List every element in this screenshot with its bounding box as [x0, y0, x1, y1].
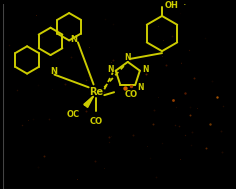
Point [221, 105, 225, 108]
Point [190, 144, 193, 147]
Text: N: N [143, 65, 149, 74]
Point [204, 147, 207, 150]
Point [128, 59, 132, 62]
Point [84, 79, 88, 82]
Point [42, 154, 46, 157]
Point [164, 64, 168, 67]
Text: OC: OC [67, 110, 80, 119]
Text: CO: CO [90, 117, 103, 126]
Point [219, 129, 223, 132]
Point [91, 86, 95, 89]
Point [195, 107, 199, 110]
Point [156, 24, 160, 27]
Point [160, 142, 164, 145]
Point [40, 36, 43, 39]
Point [152, 109, 156, 112]
Point [102, 167, 106, 170]
Point [104, 18, 107, 21]
Point [145, 145, 149, 148]
Point [84, 110, 88, 113]
Point [170, 34, 174, 37]
Point [109, 60, 113, 63]
Point [34, 13, 38, 16]
Point [187, 49, 191, 52]
Point [105, 84, 109, 87]
Point [183, 91, 187, 94]
Point [103, 90, 106, 93]
Point [192, 77, 196, 80]
Point [31, 117, 35, 120]
Point [189, 105, 192, 108]
Text: N: N [125, 53, 131, 62]
Point [144, 73, 148, 76]
Point [37, 166, 40, 169]
Text: N: N [71, 35, 77, 44]
Point [15, 88, 19, 91]
Point [211, 79, 214, 82]
Point [220, 150, 224, 153]
Text: N: N [50, 67, 57, 76]
Point [215, 95, 219, 98]
Point [177, 125, 180, 128]
Point [26, 119, 30, 122]
Point [111, 58, 115, 61]
Point [56, 28, 59, 31]
Point [63, 82, 67, 85]
Point [88, 74, 91, 77]
Point [109, 134, 113, 137]
Point [190, 130, 193, 133]
Point [69, 55, 73, 58]
Point [179, 61, 183, 64]
Point [93, 160, 97, 163]
Point [111, 23, 114, 26]
Point [154, 176, 157, 179]
Point [50, 87, 54, 90]
Point [174, 105, 177, 108]
Point [160, 54, 164, 57]
Point [56, 57, 60, 60]
Point [131, 133, 135, 136]
Point [183, 133, 187, 136]
Text: Re: Re [89, 87, 104, 97]
Point [148, 157, 152, 160]
Text: OH: OH [165, 1, 179, 10]
Point [188, 114, 191, 117]
Point [7, 43, 11, 46]
Point [156, 95, 160, 98]
Text: CO: CO [125, 90, 138, 99]
Point [47, 118, 51, 121]
Point [172, 99, 175, 102]
Point [203, 37, 207, 40]
Text: ·: · [183, 0, 186, 10]
Point [123, 87, 127, 90]
Point [208, 123, 212, 126]
Point [107, 136, 111, 139]
Point [49, 23, 52, 26]
Text: N: N [108, 65, 114, 74]
Point [180, 61, 183, 64]
Point [37, 83, 40, 86]
Point [178, 12, 181, 15]
Point [107, 140, 111, 143]
Point [173, 124, 177, 127]
Point [88, 45, 91, 48]
Text: N: N [137, 83, 143, 92]
Point [178, 157, 182, 160]
Point [78, 86, 81, 89]
Point [34, 71, 38, 74]
Point [151, 123, 155, 126]
Point [75, 177, 78, 180]
Point [20, 123, 24, 126]
Point [129, 85, 133, 88]
Point [161, 39, 165, 42]
Polygon shape [84, 96, 93, 107]
